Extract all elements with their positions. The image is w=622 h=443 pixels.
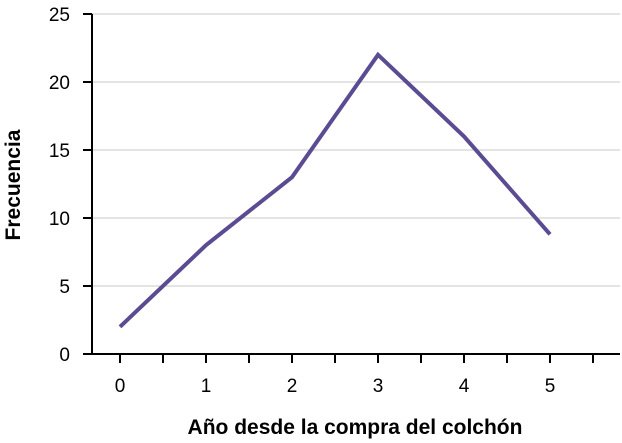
- tick-labels: 0 5 10 15 20 25 0 1 2 3 4 5: [49, 5, 555, 397]
- gridlines: [92, 13, 620, 287]
- x-tick-label: 1: [201, 376, 212, 397]
- y-tick-label: 5: [59, 277, 70, 298]
- y-tick-label: 10: [49, 209, 70, 230]
- axes: [83, 13, 620, 363]
- series-line: [118, 51, 552, 329]
- x-tick-label: 2: [287, 376, 298, 397]
- x-tick-label: 0: [115, 376, 126, 397]
- y-tick-label: 20: [49, 73, 70, 94]
- y-axis-title: Frecuencia: [2, 129, 25, 240]
- y-tick-label: 0: [59, 345, 70, 366]
- y-tick-label: 25: [49, 5, 70, 26]
- x-tick-label: 5: [545, 376, 556, 397]
- x-axis-title: Año desde la compra del colchón: [188, 416, 523, 439]
- x-tick-label: 4: [459, 376, 470, 397]
- y-tick-label: 15: [49, 141, 70, 162]
- series-layer: [118, 51, 552, 329]
- x-tick-label: 3: [373, 376, 384, 397]
